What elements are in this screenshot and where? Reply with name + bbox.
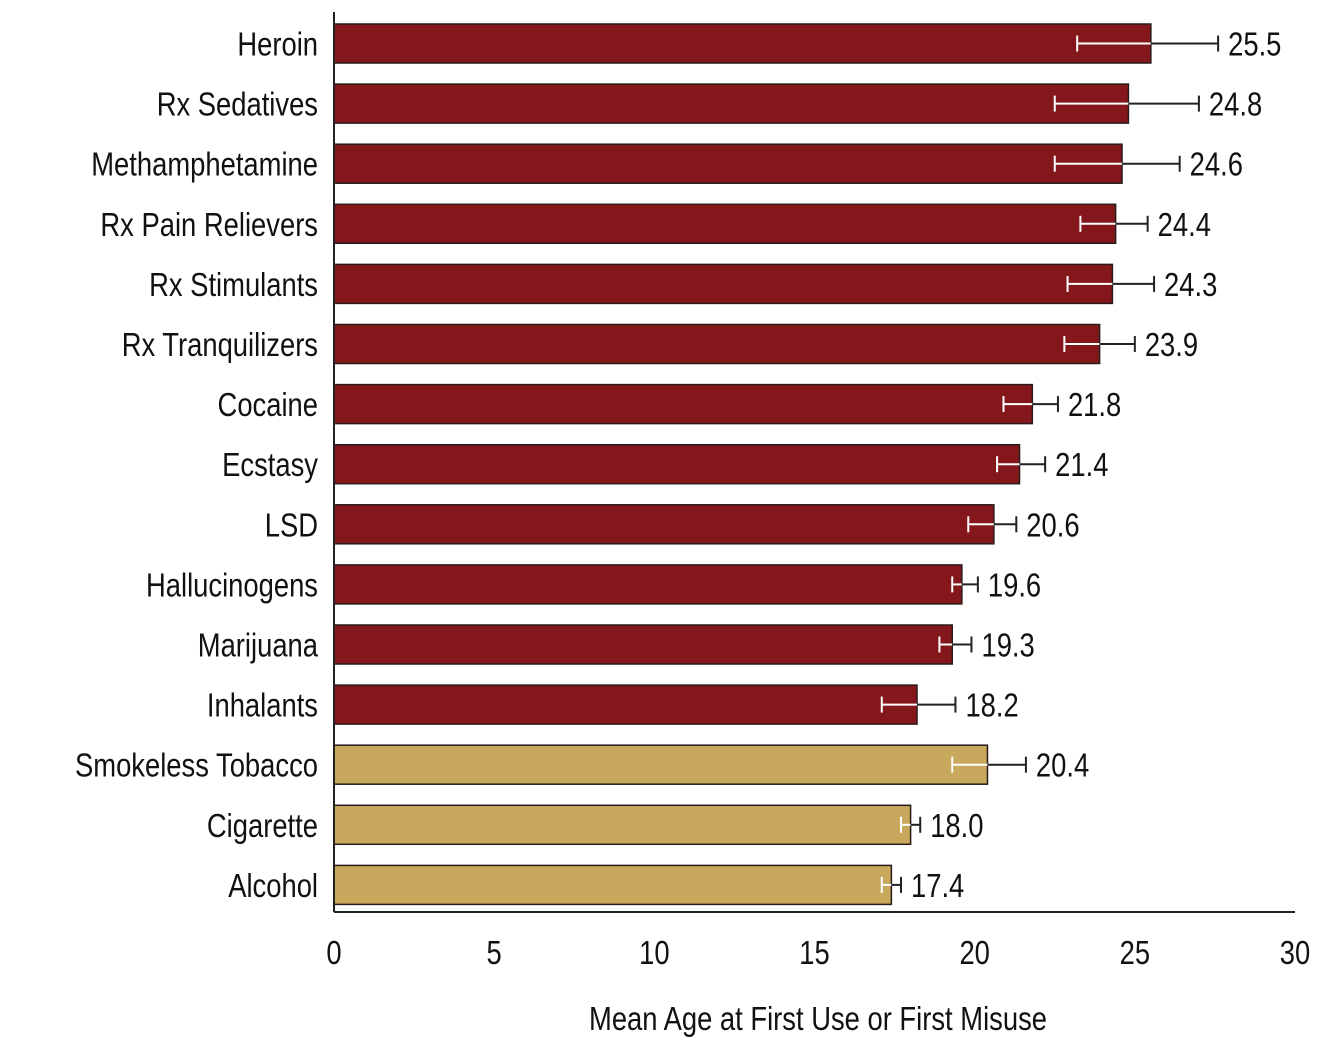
category-label: Rx Stimulants bbox=[149, 268, 318, 304]
bar bbox=[333, 624, 953, 665]
x-tick-label: 10 bbox=[639, 936, 669, 972]
category-label: LSD bbox=[265, 508, 318, 544]
value-label: 19.6 bbox=[988, 568, 1041, 604]
x-tick-label: 5 bbox=[487, 936, 502, 972]
bar bbox=[333, 744, 989, 785]
bar bbox=[333, 684, 918, 725]
bar bbox=[333, 383, 1034, 425]
value-label: 21.4 bbox=[1055, 448, 1108, 484]
bar bbox=[333, 143, 1123, 184]
category-label: Cocaine bbox=[218, 388, 318, 424]
value-label: 24.6 bbox=[1190, 147, 1243, 183]
category-label: Alcohol bbox=[228, 869, 318, 905]
bar bbox=[333, 23, 1152, 64]
x-tick-label: 20 bbox=[959, 936, 989, 972]
bar bbox=[333, 864, 893, 906]
bar bbox=[333, 203, 1117, 245]
value-label: 24.3 bbox=[1164, 268, 1217, 304]
error-bars-layer bbox=[880, 35, 1220, 893]
bar bbox=[333, 263, 1114, 305]
x-tick-label: 30 bbox=[1280, 936, 1310, 972]
category-label: Hallucinogens bbox=[146, 568, 318, 604]
bars-layer bbox=[333, 23, 1152, 906]
bar bbox=[333, 443, 1021, 485]
value-label: 25.5 bbox=[1228, 27, 1281, 63]
value-label: 19.3 bbox=[981, 628, 1034, 664]
value-label: 24.8 bbox=[1209, 87, 1262, 123]
category-label: Rx Tranquilizers bbox=[122, 328, 318, 364]
category-label: Rx Pain Relievers bbox=[100, 208, 318, 244]
labels-layer: Heroin 25.5 Rx Sedatives 24.8 Methamphetamin… bbox=[75, 27, 1281, 904]
category-label: Inhalants bbox=[207, 688, 318, 724]
category-label: Heroin bbox=[237, 27, 318, 63]
bar bbox=[333, 804, 912, 846]
category-label: Cigarette bbox=[207, 809, 318, 845]
category-label: Smokeless Tobacco bbox=[75, 748, 318, 784]
bar bbox=[333, 323, 1101, 365]
x-tick-label: 0 bbox=[326, 936, 341, 972]
x-tick-label: 15 bbox=[799, 936, 829, 972]
bar bbox=[333, 83, 1130, 124]
value-label: 17.4 bbox=[911, 869, 964, 905]
category-label: Rx Sedatives bbox=[157, 87, 318, 123]
value-label: 21.8 bbox=[1068, 388, 1121, 424]
x-tick-label: 25 bbox=[1120, 936, 1150, 972]
value-label: 18.0 bbox=[930, 809, 983, 845]
value-label: 24.4 bbox=[1158, 208, 1211, 244]
category-label: Methamphetamine bbox=[91, 147, 318, 183]
category-label: Ecstasy bbox=[222, 448, 319, 484]
bar bbox=[333, 564, 963, 605]
axes-layer: 0 5 10 15 20 25 30 bbox=[326, 12, 1310, 972]
bar bbox=[333, 504, 995, 545]
value-label: 20.4 bbox=[1036, 748, 1089, 784]
value-label: 23.9 bbox=[1145, 328, 1198, 364]
value-label: 20.6 bbox=[1026, 508, 1079, 544]
value-label: 18.2 bbox=[965, 688, 1018, 724]
category-label: Marijuana bbox=[198, 628, 318, 664]
x-axis-title: Mean Age at First Use or First Misuse bbox=[589, 1002, 1047, 1038]
